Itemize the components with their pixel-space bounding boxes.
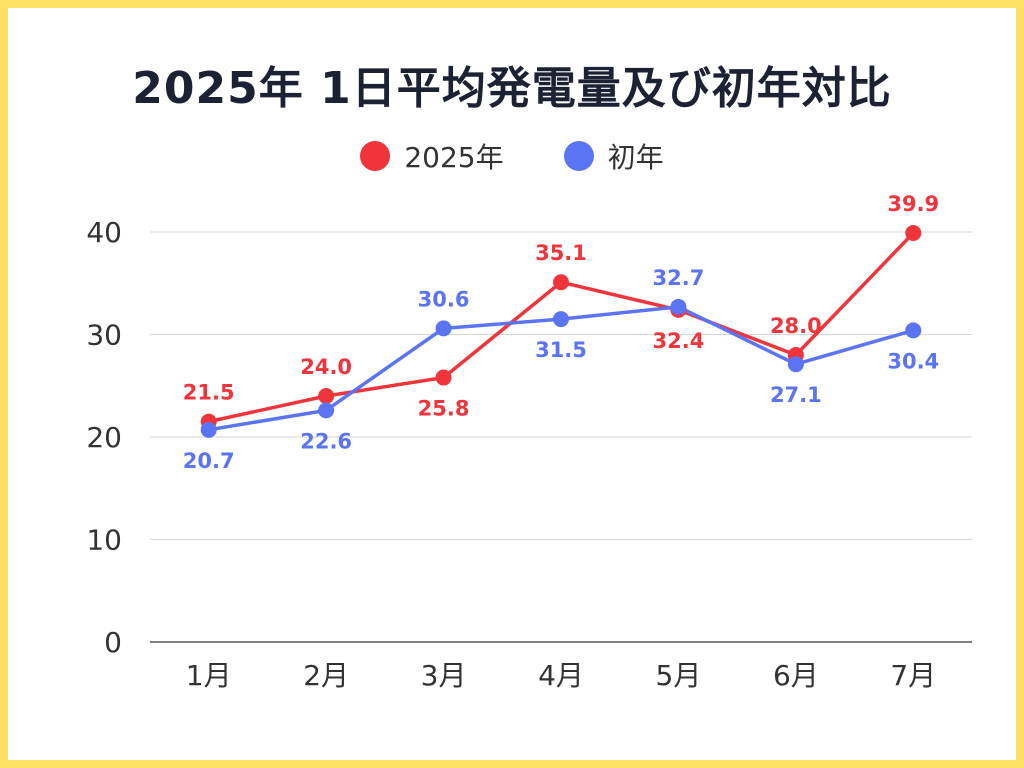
y-tick-label-10: 10 (86, 524, 122, 557)
data-point-s1-1 (200, 421, 217, 438)
legend-item-2025: 2025年 (360, 136, 504, 176)
data-point-s0-3 (435, 369, 452, 386)
y-tick-label-30: 30 (86, 319, 122, 352)
data-label-s1-1: 20.7 (183, 449, 235, 473)
data-label-s1-3: 30.6 (418, 287, 470, 311)
chart-frame (8, 8, 1016, 760)
data-label-s0-1: 21.5 (183, 381, 235, 405)
data-label-s0-3: 25.8 (418, 397, 470, 421)
legend-marker-2025 (360, 141, 391, 171)
legend: 2025年 初年 (0, 136, 1024, 176)
x-tick-label-4: 4月 (538, 659, 584, 692)
data-label-s1-4: 31.5 (535, 338, 587, 362)
data-point-s1-3 (435, 320, 452, 337)
y-tick-label-0: 0 (104, 626, 122, 659)
chart-title: 2025年 1日平均発電量及び初年対比 (132, 63, 892, 114)
data-point-s0-4 (553, 274, 569, 291)
legend-item-first-year: 初年 (563, 136, 664, 176)
x-tick-label-2: 2月 (303, 659, 349, 692)
y-tick-label-40: 40 (86, 216, 122, 249)
data-point-s1-7 (905, 322, 922, 339)
data-label-s0-2: 24.0 (300, 355, 352, 379)
x-tick-label-1: 1月 (186, 659, 232, 692)
data-label-s1-5: 32.7 (653, 266, 705, 290)
data-point-s0-2 (318, 388, 335, 404)
x-tick-label-5: 5月 (656, 659, 702, 692)
data-label-s1-2: 22.6 (300, 429, 352, 453)
data-label-s0-7: 39.9 (887, 192, 939, 216)
data-point-s0-7 (905, 225, 922, 242)
data-point-s1-2 (318, 402, 335, 419)
data-label-s1-6: 27.1 (770, 383, 822, 407)
data-label-s0-6: 28.0 (770, 314, 822, 338)
data-label-s1-7: 30.4 (887, 349, 939, 373)
y-tick-label-20: 20 (86, 421, 122, 454)
data-label-s0-4: 35.1 (535, 241, 587, 265)
x-tick-label-7: 7月 (890, 659, 936, 692)
legend-label-first-year: 初年 (607, 141, 664, 174)
data-label-s0-5: 32.4 (653, 329, 705, 353)
data-point-s1-5 (670, 298, 687, 315)
x-tick-label-3: 3月 (421, 659, 467, 692)
data-point-s1-4 (553, 311, 569, 328)
data-point-s1-6 (787, 356, 804, 373)
legend-marker-first-year (563, 141, 594, 171)
legend-label-2025: 2025年 (404, 141, 504, 174)
x-tick-label-6: 6月 (773, 659, 819, 692)
